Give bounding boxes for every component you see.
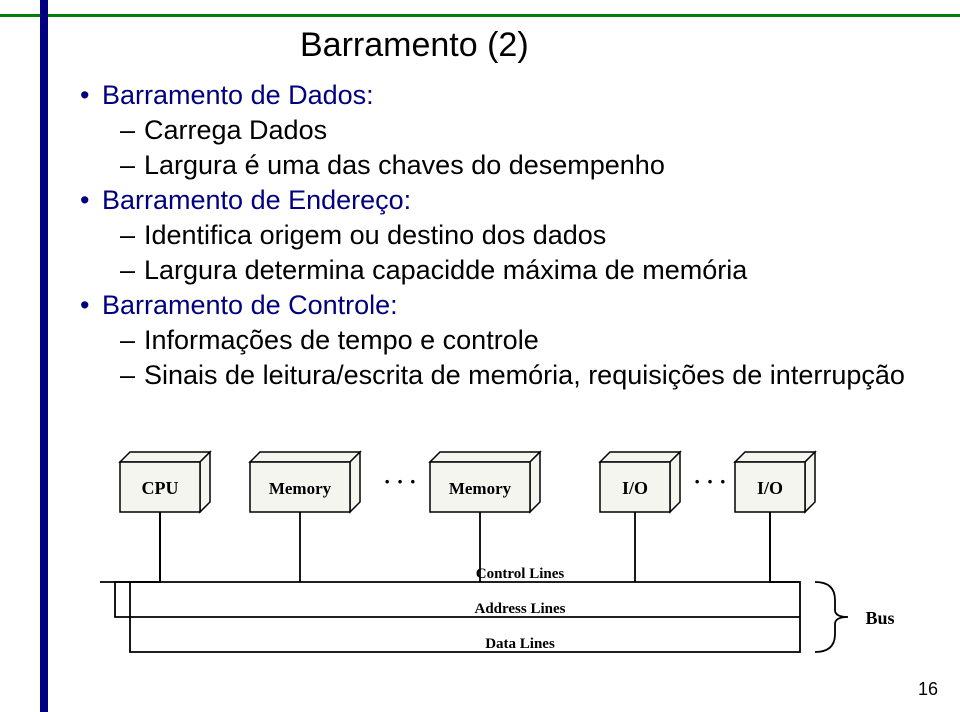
bullet-text: Barramento de Endereço: [102, 185, 411, 215]
list-item: –Largura determina capacidde máxima de m… [120, 255, 940, 286]
top-rule [0, 14, 960, 17]
list-item: •Barramento de Endereço: [80, 185, 940, 216]
block-label: Memory [449, 479, 512, 498]
list-item: –Carrega Dados [120, 115, 940, 146]
bullet-text: Sinais de leitura/escrita de memória, re… [144, 360, 905, 390]
diagram-block-cpu: CPU [120, 452, 210, 512]
block-label: CPU [142, 478, 179, 498]
bus-line-label: Control Lines [476, 566, 565, 582]
ellipsis-icon: · · · [383, 469, 416, 494]
page-number: 16 [918, 679, 938, 700]
list-item: –Sinais de leitura/escrita de memória, r… [120, 360, 940, 391]
list-item: –Identifica origem ou destino dos dados [120, 220, 940, 251]
diagram-block-memory-2: Memory [430, 452, 540, 512]
diagram-block-io-2: I/O [735, 452, 815, 512]
ellipsis-icon: · · · [693, 469, 726, 494]
bullet-text: Identifica origem ou destino dos dados [144, 220, 606, 250]
bullet-list: •Barramento de Dados: –Carrega Dados –La… [80, 76, 940, 395]
block-label: Memory [269, 479, 332, 498]
list-item: •Barramento de Controle: [80, 290, 940, 321]
list-item: –Largura é uma das chaves do desempenho [120, 150, 940, 181]
list-item: •Barramento de Dados: [80, 80, 940, 111]
bus-diagram: CPU Memory · · · Memory [80, 432, 910, 672]
block-label: I/O [757, 478, 783, 498]
bullet-text: Largura determina capacidde máxima de me… [144, 255, 747, 285]
left-rule [40, 0, 48, 712]
bullet-text: Barramento de Controle: [102, 290, 398, 320]
diagram-block-memory-1: Memory [250, 452, 360, 512]
bus-diagram-svg: CPU Memory · · · Memory [80, 432, 910, 672]
list-item: –Informações de tempo e controle [120, 325, 940, 356]
bullet-text: Carrega Dados [144, 115, 327, 145]
block-label: I/O [622, 478, 648, 498]
page-title: Barramento (2) [300, 26, 529, 65]
bullet-text: Largura é uma das chaves do desempenho [144, 150, 665, 180]
bullet-text: Informações de tempo e controle [144, 325, 539, 355]
bus-line-label: Address Lines [475, 601, 566, 617]
diagram-block-io-1: I/O [600, 452, 680, 512]
bus-line-label: Data Lines [485, 636, 555, 652]
bus-label: Bus [865, 608, 894, 628]
slide-page: Barramento (2) •Barramento de Dados: –Ca… [0, 0, 960, 712]
bullet-text: Barramento de Dados: [102, 80, 374, 110]
